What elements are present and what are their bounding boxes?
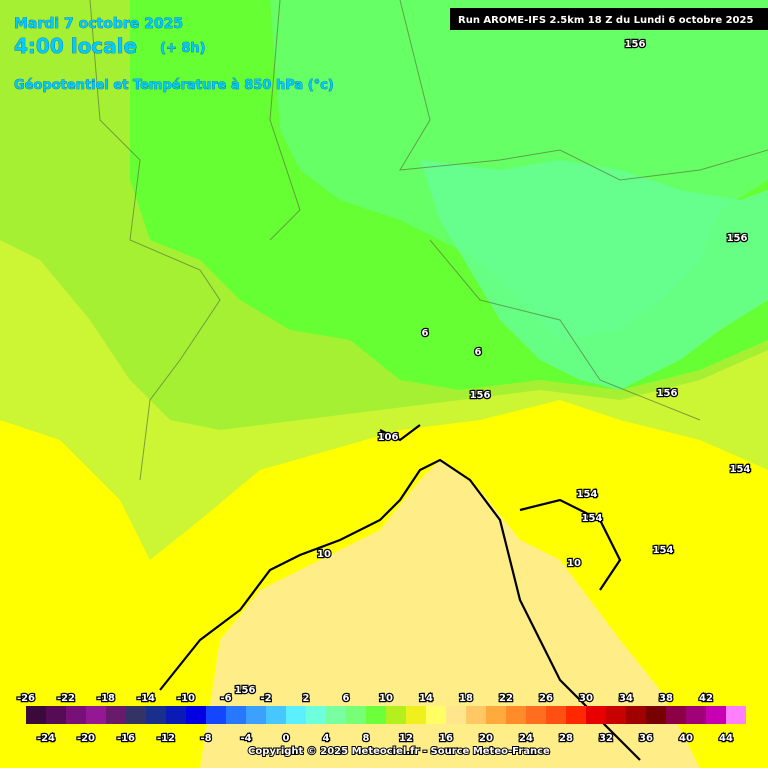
color-swatch <box>506 706 526 724</box>
color-swatch <box>86 706 106 724</box>
scale-label: 24 <box>519 733 533 744</box>
color-swatch <box>166 706 186 724</box>
scale-label: 20 <box>479 733 493 744</box>
contour-label: 154 <box>730 464 751 475</box>
scale-label: -22 <box>57 693 75 704</box>
contour-label: 106 <box>378 432 399 443</box>
color-swatch <box>246 706 266 724</box>
color-swatch <box>466 706 486 724</box>
color-swatch <box>206 706 226 724</box>
zone-paleyellow <box>200 460 700 768</box>
color-swatch <box>46 706 66 724</box>
contour-label: 156 <box>657 388 678 399</box>
color-swatch <box>586 706 606 724</box>
scale-label: 8 <box>363 733 370 744</box>
field-title: Géopotentiel et Température à 850 hPa (°… <box>14 78 334 93</box>
scale-label: -4 <box>240 733 251 744</box>
color-swatch <box>566 706 586 724</box>
coastline <box>159 458 641 761</box>
scale-label: 10 <box>379 693 393 704</box>
color-swatch <box>366 706 386 724</box>
scale-label: -6 <box>220 693 231 704</box>
scale-label: -20 <box>77 733 95 744</box>
scale-label: -2 <box>260 693 271 704</box>
scale-label: 18 <box>459 693 473 704</box>
color-swatch <box>526 706 546 724</box>
scale-label: 6 <box>343 693 350 704</box>
color-swatch <box>686 706 706 724</box>
scale-label: 26 <box>539 693 553 704</box>
contour-label: 156 <box>727 233 748 244</box>
color-swatch <box>666 706 686 724</box>
scale-label: 36 <box>639 733 653 744</box>
border <box>89 0 768 481</box>
color-swatch <box>346 706 366 724</box>
color-swatch <box>546 706 566 724</box>
offset: (+ 8h) <box>160 41 206 56</box>
color-swatch <box>186 706 206 724</box>
zone-cyan <box>420 160 768 390</box>
scale-label: -14 <box>137 693 155 704</box>
scale-label: 14 <box>419 693 433 704</box>
color-swatch <box>486 706 506 724</box>
color-swatch <box>126 706 146 724</box>
scale-label: 40 <box>679 733 693 744</box>
scale-label: 28 <box>559 733 573 744</box>
color-swatch <box>146 706 166 724</box>
contour-label: 154 <box>577 489 598 500</box>
scale-label: 16 <box>439 733 453 744</box>
color-swatch <box>446 706 466 724</box>
scale-label: -24 <box>37 733 55 744</box>
color-swatch <box>326 706 346 724</box>
contour-label: 156 <box>625 39 646 50</box>
scale-label: 0 <box>283 733 290 744</box>
scale-label: 30 <box>579 693 593 704</box>
color-swatch <box>386 706 406 724</box>
copyright: Copyright © 2025 Meteociel.fr - Source M… <box>248 746 550 757</box>
color-swatch <box>306 706 326 724</box>
color-swatch <box>66 706 86 724</box>
color-swatch <box>286 706 306 724</box>
date: Mardi 7 octobre 2025 <box>14 16 183 32</box>
scale-label: 38 <box>659 693 673 704</box>
color-swatch <box>106 706 126 724</box>
color-swatch <box>606 706 626 724</box>
run-banner <box>450 8 768 30</box>
scale-label: -12 <box>157 733 175 744</box>
scale-label: 44 <box>719 733 733 744</box>
contour-label: 154 <box>582 513 603 524</box>
run-info: Run AROME-IFS 2.5km 18 Z du Lundi 6 octo… <box>458 15 753 26</box>
contour-label: 10 <box>567 558 581 569</box>
color-swatch <box>626 706 646 724</box>
color-swatch <box>26 706 46 724</box>
contour-label: 10 <box>317 549 331 560</box>
coastline <box>379 424 622 591</box>
scale-label: -26 <box>17 693 35 704</box>
color-swatch <box>266 706 286 724</box>
time: 4:00 locale <box>14 34 137 58</box>
scale-label: -16 <box>117 733 135 744</box>
contour-label: 6 <box>475 347 482 358</box>
contour-label: 154 <box>653 545 674 556</box>
color-swatch <box>706 706 726 724</box>
scale-label: 32 <box>599 733 613 744</box>
scale-label: -10 <box>177 693 195 704</box>
scale-label: -18 <box>97 693 115 704</box>
scale-label: 2 <box>303 693 310 704</box>
contour-label: 156 <box>235 685 256 696</box>
scale-label: 12 <box>399 733 413 744</box>
scale-label: -8 <box>200 733 211 744</box>
contour-label: 6 <box>422 328 429 339</box>
color-swatch <box>646 706 666 724</box>
color-swatch <box>426 706 446 724</box>
scale-label: 42 <box>699 693 713 704</box>
scale-label: 22 <box>499 693 513 704</box>
color-swatch <box>226 706 246 724</box>
contour-label: 156 <box>470 390 491 401</box>
scale-label: 4 <box>323 733 330 744</box>
scale-label: 34 <box>619 693 633 704</box>
color-swatch <box>406 706 426 724</box>
color-swatch <box>726 706 746 724</box>
